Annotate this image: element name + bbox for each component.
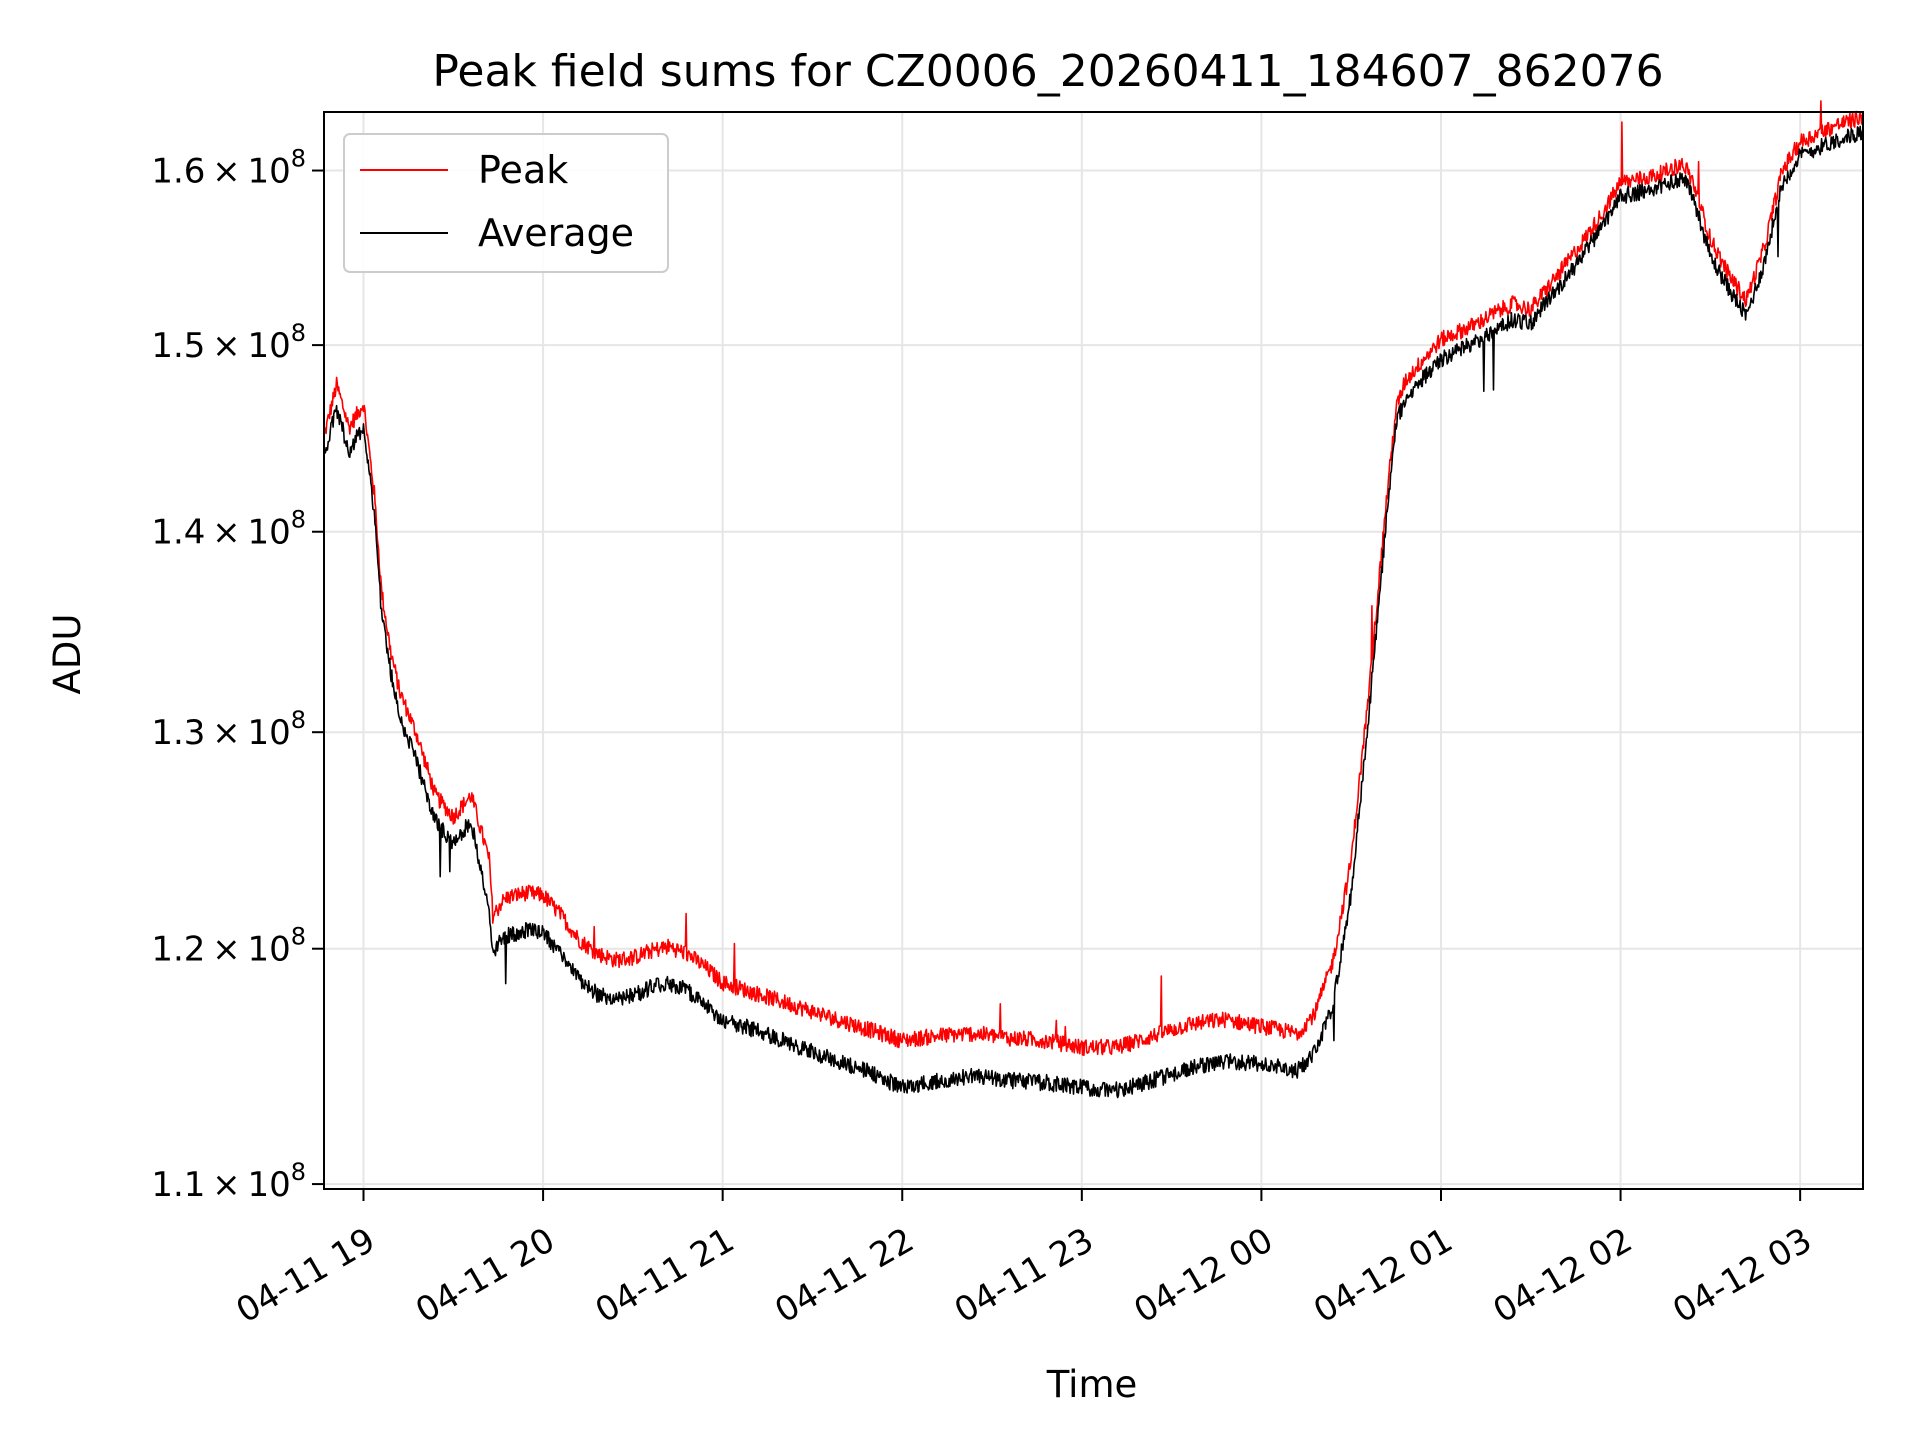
y-tick-label: 1.2 × 108 <box>151 923 306 970</box>
x-axis-label: Time <box>1046 1363 1138 1406</box>
series-line-average <box>323 125 1864 1099</box>
legend-box <box>343 133 669 273</box>
legend-label-average: Average <box>478 211 634 255</box>
chart-title: Peak field sums for CZ0006_20260411_1846… <box>432 46 1663 97</box>
y-tick-label: 1.5 × 108 <box>151 319 306 366</box>
legend-label-peak: Peak <box>478 148 568 192</box>
y-tick-label: 1.3 × 108 <box>151 706 306 753</box>
y-tick-label: 1.4 × 108 <box>151 506 306 553</box>
plot-frame <box>323 111 1864 1190</box>
y-axis: 1.1 × 108 1.2 × 108 1.3 × 108 1.4 × 108 1.5 … <box>151 145 324 1205</box>
y-tick-label: 1.6 × 108 <box>151 145 306 192</box>
legend: Peak Average <box>343 133 669 273</box>
gridlines <box>324 112 1863 1189</box>
y-axis-label: ADU <box>46 614 89 695</box>
y-tick-label: 1.1 × 108 <box>151 1158 306 1205</box>
series-layer <box>323 100 1864 1099</box>
